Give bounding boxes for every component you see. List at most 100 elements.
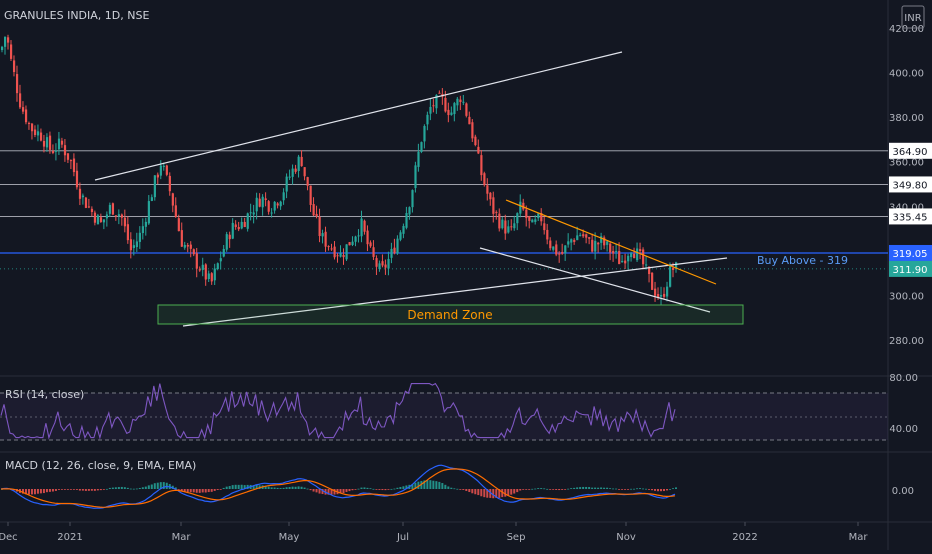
candle-body	[459, 99, 462, 102]
candle-body	[342, 254, 345, 258]
candle-body	[597, 242, 600, 245]
macd-bar	[114, 487, 117, 489]
rsi-title: RSI (14, close)	[5, 388, 84, 401]
level-tag-label: 364.90	[893, 147, 928, 158]
macd-bar	[555, 489, 558, 491]
candle-body	[633, 253, 636, 259]
demand-zone-label: Demand Zone	[407, 308, 492, 322]
lower-trendline	[182, 257, 728, 327]
candle-body	[405, 213, 408, 228]
macd-bar	[639, 488, 642, 489]
candle-body	[30, 123, 34, 132]
macd-bar	[429, 480, 432, 489]
candle-body	[444, 97, 447, 112]
macd-bar	[666, 489, 669, 491]
candle-body	[435, 94, 438, 109]
level-tag-label: 349.80	[893, 180, 928, 191]
macd-bar	[102, 489, 105, 490]
macd-bar	[294, 486, 297, 489]
candle-body	[315, 213, 318, 217]
candle-body	[408, 207, 411, 215]
macd-bar	[576, 487, 579, 489]
candle-body	[381, 261, 384, 266]
candle-body	[549, 240, 552, 249]
candle-body	[123, 217, 127, 227]
macd-bar	[258, 485, 261, 489]
macd-bar	[513, 489, 516, 494]
candle-body	[420, 142, 423, 153]
macd-bar	[495, 489, 498, 498]
macd-bar	[144, 486, 147, 489]
upper-trendline	[94, 51, 623, 181]
candle-body	[519, 201, 522, 214]
candle-body	[114, 215, 118, 217]
macd-bar	[108, 487, 111, 489]
macd-bar	[192, 489, 195, 493]
candle-body	[522, 202, 525, 210]
level-tags: 364.90 349.80 335.45 319.05 311.90	[889, 142, 932, 277]
candle-body	[645, 264, 648, 266]
macd-bar	[333, 489, 336, 495]
candle-body	[330, 248, 333, 250]
candle-body	[51, 151, 55, 153]
candle-body	[654, 288, 657, 296]
macd-bar	[498, 489, 501, 498]
macd-bar	[432, 480, 435, 489]
macd-bar	[417, 481, 420, 489]
macd-bar	[489, 489, 492, 498]
candle-body	[117, 214, 121, 217]
candle-body	[612, 251, 615, 254]
macd-bar	[138, 487, 141, 489]
candle-body	[108, 204, 112, 214]
currency-label[interactable]: INR	[904, 13, 921, 24]
macd-bar	[132, 488, 135, 490]
macd-bar	[423, 480, 426, 489]
macd-bar	[372, 488, 375, 490]
macd-bar	[33, 489, 36, 495]
candle-body	[591, 239, 594, 252]
candle-body	[240, 221, 243, 229]
candle-body	[69, 160, 73, 162]
candle-body	[252, 212, 255, 215]
level-tag-bg	[889, 176, 932, 193]
macd-bar	[198, 489, 201, 493]
macd-bar	[378, 489, 381, 490]
rsi-band-fill	[0, 393, 888, 440]
candle-body	[48, 135, 52, 150]
candle-body	[273, 201, 276, 211]
macd-bar	[435, 481, 438, 489]
candle-body	[639, 249, 642, 252]
macd-bar	[510, 489, 513, 495]
candle-body	[222, 248, 225, 257]
macd-bar	[123, 487, 126, 489]
candle-body	[354, 236, 357, 242]
candle-body	[204, 264, 207, 280]
macd-bar	[582, 486, 585, 489]
macd-bar	[564, 489, 567, 490]
candle-body	[384, 264, 387, 268]
candle-body	[162, 165, 165, 167]
candle-body	[276, 203, 279, 206]
macd-bar	[570, 488, 573, 489]
candle-body	[669, 265, 672, 287]
macd-bar	[330, 489, 333, 495]
price-tick-label: 280.00	[889, 336, 924, 347]
candle-body	[165, 165, 168, 175]
macd-bar	[36, 489, 39, 494]
candle-body	[564, 245, 567, 254]
candle-body	[210, 273, 213, 282]
macd-bar	[210, 489, 213, 492]
candle-body	[75, 170, 79, 188]
macd-bar	[60, 489, 63, 490]
candle-body	[663, 293, 666, 297]
macd-bar	[285, 487, 288, 489]
time-axis: Dec 2021 Mar May Jul Sep Nov 2022 Mar	[0, 522, 868, 543]
candle-body	[72, 158, 76, 173]
candle-body	[66, 153, 70, 160]
macd-bar	[207, 489, 210, 493]
macd-bar	[195, 489, 198, 493]
macd-bar	[45, 489, 48, 493]
macd-bar	[501, 489, 504, 498]
